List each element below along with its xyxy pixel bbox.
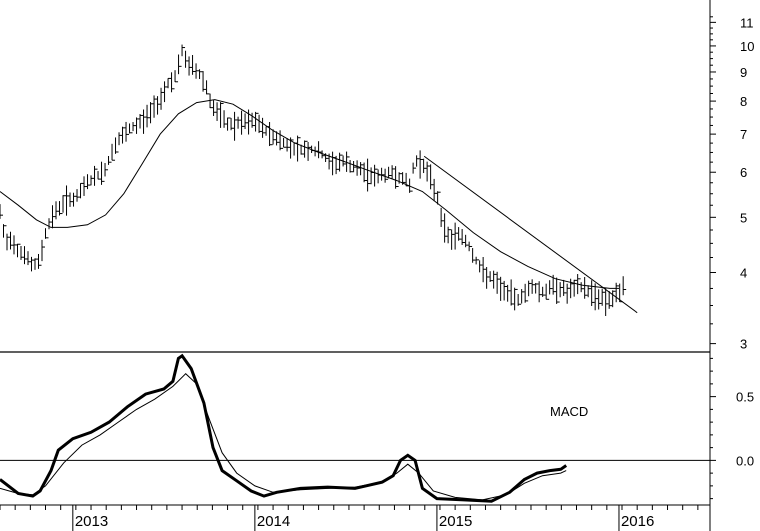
trendline <box>423 155 638 314</box>
price-tick-label: 9 <box>740 65 747 80</box>
price-axis-labels: 3 4 5 6 7 8 9 10 11 <box>740 15 754 351</box>
date-axis: 2013 2014 2015 2016 <box>0 504 710 531</box>
year-label: 2013 <box>75 513 108 530</box>
year-label: 2016 <box>621 513 654 530</box>
price-bars <box>0 44 627 316</box>
macd-tick-label: 0.5 <box>736 390 754 405</box>
price-tick-label: 7 <box>740 127 747 142</box>
macd-tick-label: 0.0 <box>736 453 754 468</box>
price-tick-label: 10 <box>740 39 754 54</box>
price-tick-label: 11 <box>740 15 754 30</box>
price-tick-label: 5 <box>740 210 747 225</box>
macd-axis-labels: 0.0 0.5 <box>736 390 754 469</box>
macd-axis-ticks <box>710 357 716 500</box>
macd-label: MACD <box>550 404 588 419</box>
date-axis-ticks <box>0 505 699 531</box>
price-axis-ticks <box>710 16 716 345</box>
macd-panel: 0.0 0.5 MACD <box>0 353 754 503</box>
date-axis-labels: 2013 2014 2015 2016 <box>75 513 655 530</box>
price-tick-label: 6 <box>740 165 747 180</box>
price-panel: 3 4 5 6 7 8 9 10 11 <box>0 15 754 352</box>
macd-line <box>0 353 568 503</box>
price-tick-label: 4 <box>740 265 747 280</box>
price-tick-label: 8 <box>740 94 747 109</box>
price-tick-label: 3 <box>740 337 747 352</box>
year-label: 2015 <box>439 513 472 530</box>
macd-signal-line <box>0 373 567 501</box>
year-label: 2014 <box>257 513 290 530</box>
moving-average-line <box>0 99 619 289</box>
